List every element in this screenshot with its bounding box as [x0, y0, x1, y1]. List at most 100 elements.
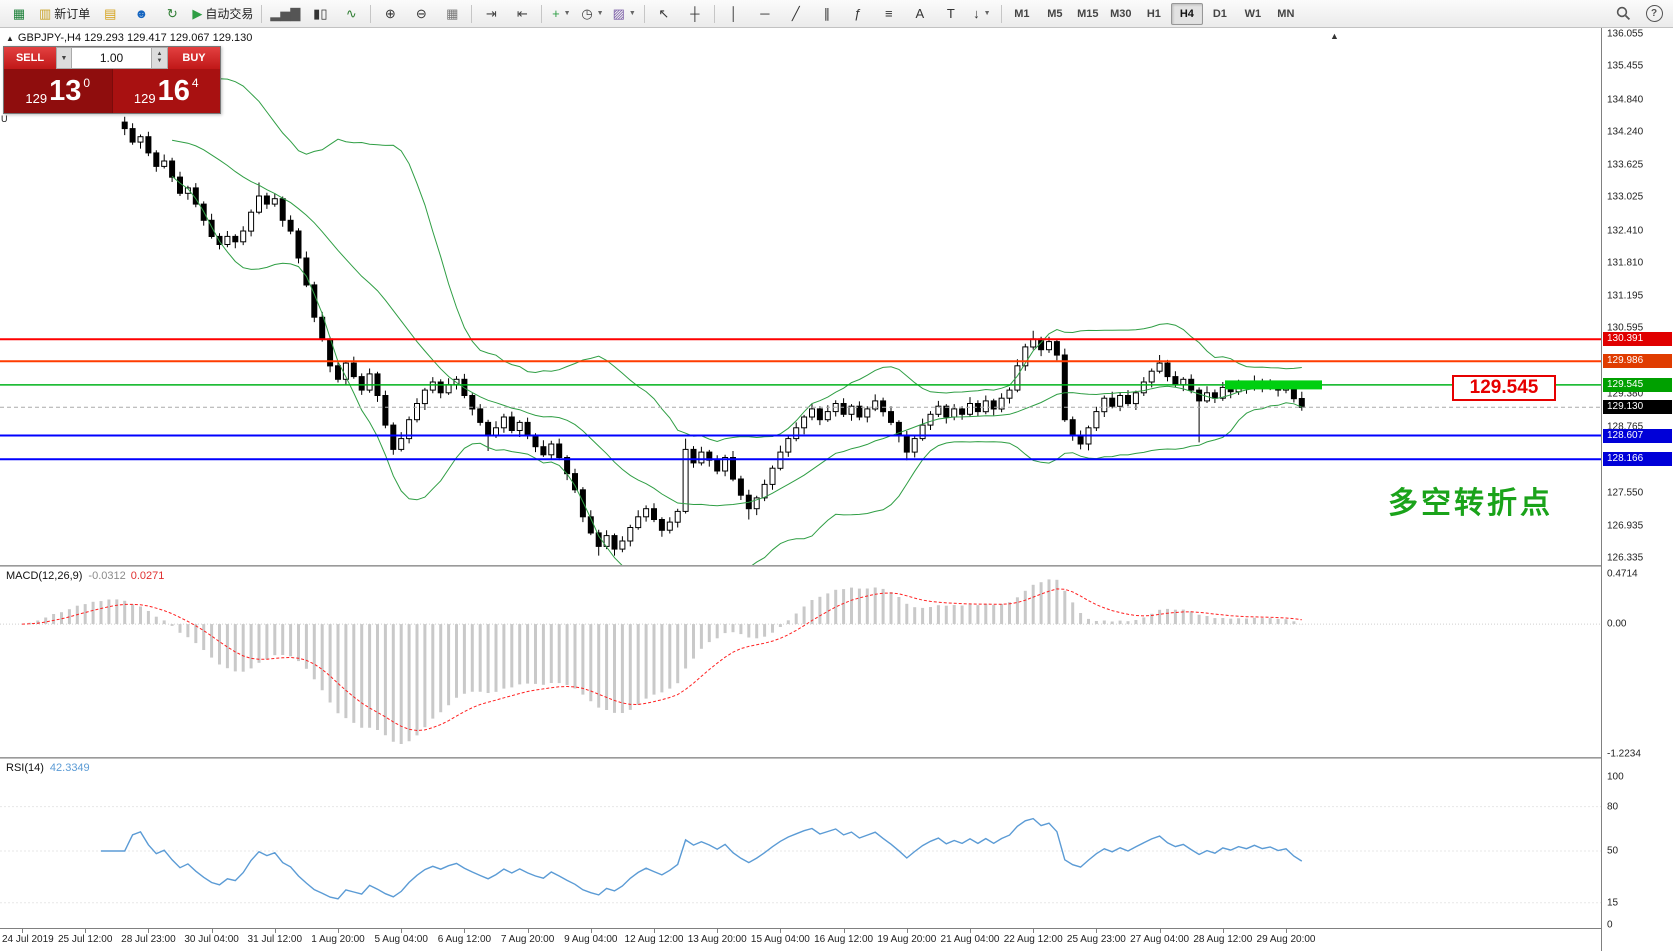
symbol-ohlc-text: GBPJPY-,H4 129.293 129.417 129.067 129.1…: [17, 32, 253, 44]
charts-stack-icon[interactable]: ▤: [95, 2, 125, 26]
toolbar-separator: [541, 4, 543, 23]
cursor-icon[interactable]: ↖: [649, 2, 679, 26]
periods-button[interactable]: ◷ ▼: [577, 2, 607, 26]
macd-axis-tick: 0.00: [1607, 618, 1627, 630]
chart-scroll-marker-icon[interactable]: ▲: [1330, 31, 1339, 41]
time-axis-tick: [590, 929, 592, 933]
price-axis-tick: 129.380: [1607, 388, 1644, 400]
fibonacci-icon[interactable]: ƒ: [843, 2, 873, 26]
timeframe-H1[interactable]: H1: [1146, 7, 1161, 20]
indicators-button[interactable]: + ▼: [546, 2, 576, 26]
rsi-line: [101, 817, 1303, 900]
shapes-icon[interactable]: ≡: [874, 2, 904, 26]
macd-name: MACD(12,26,9): [6, 570, 83, 582]
timeframe-W1[interactable]: W1: [1244, 7, 1262, 20]
auto-trading-button[interactable]: ▶ 自动交易: [188, 2, 257, 26]
price-chart-canvas[interactable]: [0, 28, 1601, 565]
time-axis-tick: [717, 929, 719, 933]
auto-scroll-icon[interactable]: ⇥: [476, 2, 506, 26]
macd-canvas[interactable]: [0, 567, 1601, 757]
volume-stepper[interactable]: ▲ ▼: [152, 47, 168, 69]
price-axis-tick: 126.335: [1607, 552, 1644, 564]
pane-separator[interactable]: [0, 565, 1601, 567]
buy-price-big: 16: [157, 75, 190, 107]
timeframe-D1[interactable]: D1: [1212, 7, 1227, 20]
price-axis[interactable]: 136.055 135.455 134.840 134.240 133.625 133.0…: [1601, 28, 1673, 951]
bar-chart-icon: ▂▅▇: [270, 6, 301, 21]
vertical-line-icon[interactable]: │: [719, 2, 749, 26]
arrows-button[interactable]: ↓ ▼: [967, 2, 997, 26]
search-icon[interactable]: [1608, 2, 1638, 26]
indicators-button-dropdown-icon[interactable]: ▼: [563, 10, 571, 17]
arrows-button-dropdown-icon[interactable]: ▼: [983, 10, 991, 17]
bear-candles: [121, 121, 1305, 550]
templates-button-dropdown-icon[interactable]: ▼: [628, 10, 636, 17]
pane-separator[interactable]: [0, 757, 1601, 759]
price-line-label: 128.607: [1603, 428, 1672, 443]
price-callout-box[interactable]: 129.545: [1452, 375, 1556, 401]
price-line-label: 130.391: [1603, 332, 1672, 347]
volume-dropdown[interactable]: ▼: [56, 47, 72, 69]
rsi-value: 42.3349: [49, 762, 90, 774]
help-icon[interactable]: ?: [1639, 2, 1669, 26]
price-axis-tick: 127.550: [1607, 487, 1644, 498]
zoom-out-icon[interactable]: ⊖: [406, 2, 436, 26]
charts-stack-icon: ▤: [104, 6, 117, 21]
time-axis[interactable]: 24 Jul 2019 25 Jul 12:00 28 Jul 23:00 30 Ju…: [0, 928, 1601, 951]
macd-indicator-pane[interactable]: [0, 567, 1601, 757]
sell-button[interactable]: SELL: [4, 47, 56, 69]
text-icon[interactable]: A: [905, 2, 935, 26]
time-axis-label: 25 Jul 12:00: [57, 934, 113, 945]
refresh-icon[interactable]: ↻: [157, 2, 187, 26]
timeframe-M15[interactable]: M15: [1077, 7, 1099, 20]
zoom-in-icon[interactable]: ⊕: [375, 2, 405, 26]
volume-input[interactable]: 1.00: [72, 47, 152, 69]
sell-price-button[interactable]: 129 13 0: [4, 69, 112, 113]
one-click-toggle-icon[interactable]: ▲: [6, 33, 14, 43]
price-axis-tick: 132.410: [1607, 225, 1644, 236]
highlight-segment[interactable]: [1225, 380, 1322, 390]
time-axis-tick: [1159, 929, 1161, 933]
timeframe-H4[interactable]: H4: [1170, 2, 1203, 25]
buy-price-base: 129: [133, 91, 156, 106]
templates-button[interactable]: ▨ ▼: [609, 2, 640, 26]
crosshair-icon[interactable]: ┼: [680, 2, 710, 26]
bar-chart-icon[interactable]: ▂▅▇: [266, 2, 304, 26]
new-order-button[interactable]: ▥ 新订单: [35, 2, 94, 26]
line-chart-icon[interactable]: ∿: [336, 2, 366, 26]
timeframe-M1[interactable]: M1: [1014, 7, 1030, 20]
zoom-out-icon: ⊖: [415, 6, 427, 21]
time-axis-tick: [780, 929, 782, 933]
buy-price-button[interactable]: 129 16 4: [111, 69, 220, 113]
trendline-icon[interactable]: ╱: [781, 2, 811, 26]
profile-icon[interactable]: ☻: [126, 2, 156, 26]
rsi-indicator-pane[interactable]: [0, 759, 1601, 928]
periods-button-dropdown-icon[interactable]: ▼: [596, 10, 604, 17]
price-axis-tick: 128.765: [1607, 421, 1644, 433]
price-axis-tick: 131.810: [1607, 257, 1644, 269]
auto-trading-button-label: 自动交易: [205, 6, 254, 21]
channel-icon[interactable]: ∥: [812, 2, 842, 26]
chart-shift-icon[interactable]: ⇤: [507, 2, 537, 26]
time-axis-label: 1 Aug 20:00: [311, 934, 365, 945]
app-icon[interactable]: ▦: [4, 2, 34, 26]
channel-icon: ∥: [823, 6, 831, 21]
sell-price-big: 13: [49, 75, 82, 107]
time-axis-tick: [843, 929, 845, 933]
one-click-trade-panel: SELL ▼ 1.00 ▲ ▼ BUY 129 13 0 129 16 4: [3, 46, 221, 114]
timeframe-M5[interactable]: M5: [1047, 7, 1063, 20]
rsi-canvas[interactable]: [0, 759, 1601, 928]
grid-icon[interactable]: ▦: [437, 2, 467, 26]
label-icon[interactable]: T: [936, 2, 966, 26]
periods-button: ◷: [581, 6, 593, 21]
candle-wicks: [124, 116, 1303, 556]
price-line-label: 129.545: [1603, 377, 1672, 392]
buy-button[interactable]: BUY: [168, 47, 220, 69]
horizontal-line-icon[interactable]: ─: [750, 2, 780, 26]
timeframe-MN[interactable]: MN: [1277, 7, 1295, 20]
macd-signal-line: [21, 588, 1302, 732]
price-chart-pane[interactable]: ▲ GBPJPY-,H4 129.293 129.417 129.067 129…: [0, 28, 1601, 565]
timeframe-M30[interactable]: M30: [1110, 7, 1132, 20]
rsi-name: RSI(14): [6, 762, 44, 774]
candlestick-chart-icon[interactable]: ▮▯: [305, 2, 335, 26]
